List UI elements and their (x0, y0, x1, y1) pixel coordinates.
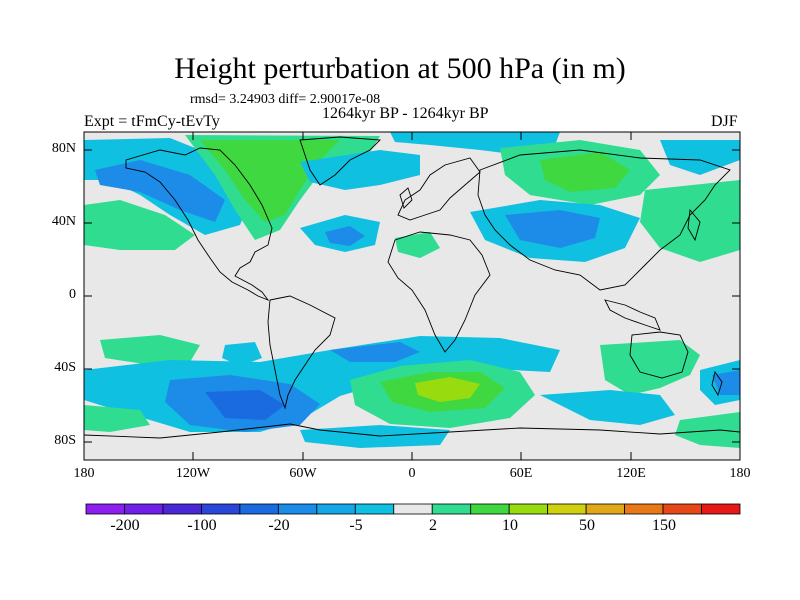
contour-aus-midblue (712, 370, 740, 395)
lon-label: 120E (616, 466, 646, 481)
colorbar (85, 503, 741, 515)
coastline-new-zealand (711, 370, 723, 397)
colorbar-label: 50 (579, 517, 595, 534)
contour-s-pacific-darkblue (205, 390, 285, 420)
coastline-uk (399, 187, 413, 209)
coastline-antarctica (84, 423, 740, 439)
axis-ticks (83, 132, 741, 460)
colorbar-swatch (277, 503, 318, 515)
colorbar-swatch (239, 503, 279, 515)
contour-antarctic-green-west (84, 405, 150, 432)
contour-field (84, 132, 740, 448)
coastline-asia (477, 149, 731, 291)
colorbar-swatch (316, 503, 356, 515)
coastline-north-america (125, 147, 273, 302)
colorbar-swatch (162, 503, 202, 515)
lon-label: 60W (289, 466, 317, 481)
lon-label: 180 (729, 466, 751, 481)
contour-greenland-green (200, 140, 340, 222)
plot-title: Height perturbation at 500 hPa (in m) (174, 52, 626, 85)
colorbar-swatch (124, 503, 164, 515)
colorbar-label: 150 (652, 517, 676, 534)
lat-label: 0 (69, 287, 76, 302)
colorbar-swatch (585, 503, 625, 515)
coastline-south-america (267, 295, 336, 410)
contour-s-indian-green (600, 340, 700, 395)
colorbar-label: -200 (110, 517, 140, 534)
colorbar-label: -20 (268, 517, 290, 534)
lon-label: 60E (509, 466, 533, 481)
colorbar-label: 10 (502, 517, 518, 534)
colorbar-swatch (431, 503, 472, 515)
contour-np-pacific-midblue (95, 160, 225, 222)
contour-antarctic-blue (300, 425, 450, 448)
coastline-indonesia (604, 299, 661, 331)
lat-label: 40N (51, 214, 76, 229)
period-text: 1264kyr BP - 1264kyr BP (322, 105, 489, 122)
colorbar-label: -100 (187, 517, 217, 534)
colorbar-swatch (354, 503, 395, 515)
contour-s-pacific-blue-small (222, 342, 262, 366)
lon-label: 180 (73, 466, 95, 481)
contour-s-pacific-green-west (100, 335, 200, 365)
stats-text: rmsd= 3.24903 diff= 2.90017e-08 (190, 92, 381, 107)
contour-asia-bright-green (540, 152, 630, 192)
colorbar-swatch (393, 503, 433, 515)
contour-n-atlantic-blue (300, 150, 420, 190)
colorbar-swatch (701, 503, 741, 515)
contour-s-indian-blue (540, 390, 675, 425)
experiment-label: Expt = tFmCy-tEvTy (84, 113, 220, 130)
coastline-japan (687, 208, 701, 242)
colorbar-swatch (85, 503, 125, 515)
coastline-australia (629, 331, 689, 379)
lon-label: 120W (175, 466, 211, 481)
season-label: DJF (711, 113, 738, 130)
contour-antarctic-green-east (675, 412, 740, 448)
colorbar-swatch (201, 503, 241, 515)
contour-s-atlantic-yellowgreen (415, 377, 480, 402)
contour-n-africa-green (395, 232, 440, 258)
coastline-africa (387, 231, 491, 353)
colorbar-swatch (470, 503, 510, 515)
coastlines (84, 136, 740, 439)
colorbar-label: 2 (429, 517, 437, 534)
colorbar-swatch (547, 503, 587, 515)
colorbar-label: -5 (349, 517, 363, 534)
coastline-greenland (299, 136, 382, 186)
contour-s-atlantic-midblue (330, 342, 420, 362)
contour-nw-pacific-green (640, 180, 740, 262)
lat-label: 40S (54, 360, 76, 375)
lon-label: 0 (408, 466, 416, 481)
colorbar-swatch (624, 503, 664, 515)
contour-central-asia-midblue (505, 210, 600, 248)
lat-label: 80N (51, 141, 76, 156)
colorbar-swatch (508, 503, 549, 515)
contour-atlantic-midblue (325, 226, 365, 246)
lat-label: 80S (54, 433, 76, 448)
contour-w-pacific-green (84, 200, 195, 250)
colorbar-swatch (662, 503, 702, 515)
